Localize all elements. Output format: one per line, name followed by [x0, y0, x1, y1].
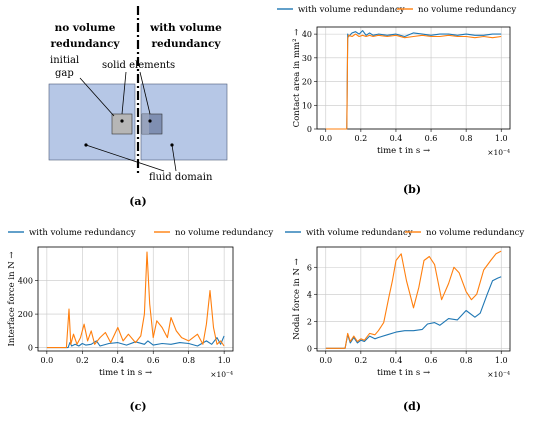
dot-fluid-right [170, 143, 174, 147]
x-tick-label: 0.8 [460, 356, 473, 365]
series-line-1 [46, 251, 225, 349]
y-tick-label: 400 [18, 277, 33, 286]
y-tick-label: 200 [18, 310, 33, 319]
x-tick-label: 0.0 [319, 134, 332, 143]
label-with-volume-1: with volume [149, 22, 222, 34]
x-tick-label: 0.6 [425, 134, 438, 143]
plot-frame [37, 246, 234, 352]
x-axis-label: time t in s → [377, 368, 430, 378]
caption-d: (d) [403, 400, 421, 413]
y-tick-label: 4 [307, 290, 312, 299]
arrow-solid-left [121, 71, 127, 115]
y-tick-label: 0 [307, 125, 312, 134]
x-tick-label: 0.0 [319, 356, 332, 365]
caption-b: (b) [403, 183, 421, 196]
label-solid-elements: solid elements [102, 60, 175, 71]
panel-b-chart: 0.0 0.2 0.4 0.6 0.8 1.0 0 10 20 30 40 time t in s →… [277, 5, 516, 157]
dot-solid-left [120, 119, 124, 123]
y-axis-label: Contact area in mm² → [292, 29, 302, 128]
dot-solid-right [148, 119, 152, 123]
legend-label-1: no volume redundancy [418, 5, 516, 15]
y-axis-label: Interface force in N → [7, 251, 17, 346]
caption-c: (c) [129, 400, 146, 413]
x-axis-exponent: ×10⁻⁴ [210, 370, 233, 379]
label-no-volume-1: no volume [55, 22, 116, 34]
legend-label-1: no volume redundancy [426, 228, 524, 238]
solid-element-right-overlap [142, 114, 149, 134]
x-axis-label: time t in s → [377, 146, 430, 156]
series-line-0 [325, 276, 502, 349]
x-tick-label: 0.2 [354, 356, 367, 365]
arrow-initial-gap [79, 77, 115, 117]
y-tick-label: 30 [302, 54, 312, 63]
x-tick-label: 0.4 [390, 134, 403, 143]
dot-fluid-left [84, 143, 88, 147]
y-tick-label: 40 [302, 30, 312, 39]
x-tick-label: 0.4 [390, 356, 403, 365]
x-tick-label: 0.6 [147, 356, 160, 365]
legend-label-0: with volume redundancy [306, 228, 413, 238]
x-tick-label: 0.8 [182, 356, 195, 365]
solid-element-left [111, 113, 133, 135]
x-tick-label: 0.4 [111, 356, 124, 365]
y-tick-label: 0 [28, 344, 33, 353]
arrow-fluid-left [85, 144, 165, 172]
label-with-volume-2: redundancy [151, 38, 221, 50]
series-line-1 [325, 250, 502, 349]
x-axis-label: time t in s → [99, 368, 152, 378]
x-axis-exponent: ×10⁻⁴ [487, 148, 510, 157]
label-initial-gap-2: gap [55, 68, 74, 79]
label-fluid-domain: fluid domain [149, 172, 213, 183]
arrow-fluid-right [171, 144, 177, 172]
caption-a: (a) [129, 195, 147, 208]
legend-label-0: with volume redundancy [298, 5, 405, 15]
x-axis-exponent: ×10⁻⁴ [487, 370, 510, 379]
plot-frame [316, 246, 511, 352]
panel-a-schematic: no volume redundancy with volume redunda… [48, 6, 228, 208]
x-tick-label: 0.2 [76, 356, 89, 365]
y-tick-label: 0 [307, 344, 312, 353]
x-tick-label: 0.6 [425, 356, 438, 365]
plot-frame [316, 26, 511, 130]
series-line-0 [325, 30, 502, 130]
y-tick-label: 20 [302, 78, 312, 87]
panel-c-chart: 0.0 0.2 0.4 0.6 0.8 1.0 0 200 400 time t in s → ×1… [7, 228, 273, 379]
x-tick-label: 1.0 [495, 134, 508, 143]
x-tick-label: 1.0 [218, 356, 231, 365]
y-tick-label: 6 [307, 263, 312, 272]
label-no-volume-2: redundancy [50, 38, 120, 50]
x-tick-label: 0.8 [460, 134, 473, 143]
y-tick-label: 10 [302, 101, 312, 110]
panel-d-chart: 0.0 0.2 0.4 0.6 0.8 1.0 0 2 4 6 time t in s → ×10⁻⁴… [285, 228, 524, 379]
legend-label-1: no volume redundancy [175, 228, 273, 238]
label-initial-gap-1: initial [50, 55, 79, 66]
legend-label-0: with volume redundancy [29, 228, 136, 238]
y-axis-label: Nodal force in N → [292, 258, 302, 339]
x-tick-label: 0.2 [354, 134, 367, 143]
x-tick-label: 1.0 [495, 356, 508, 365]
arrow-solid-right [139, 71, 151, 115]
y-tick-label: 2 [307, 317, 312, 326]
series-line-1 [325, 33, 502, 130]
x-tick-label: 0.0 [40, 356, 53, 365]
